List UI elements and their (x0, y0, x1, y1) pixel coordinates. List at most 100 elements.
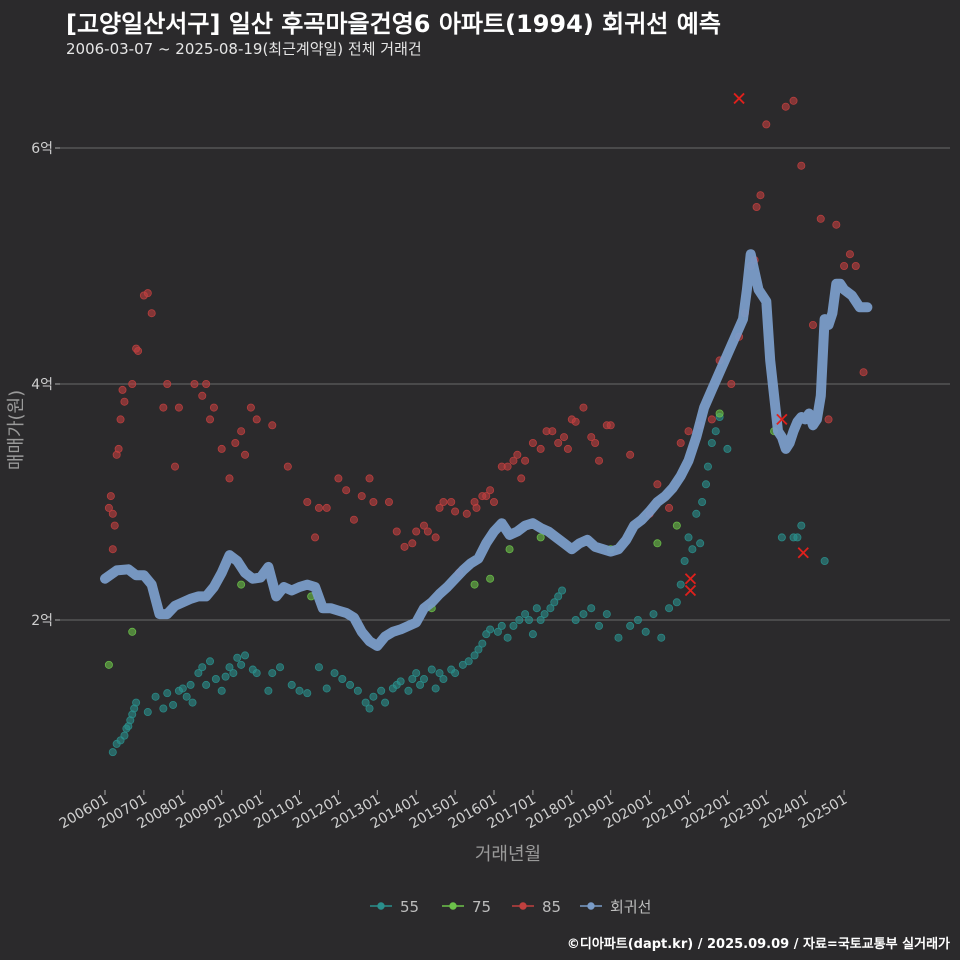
point-85 (334, 474, 343, 483)
legend-item-75: 75 (442, 898, 491, 916)
point-85 (202, 379, 211, 388)
point-85 (322, 503, 331, 512)
point-55 (532, 604, 541, 613)
point-85 (554, 438, 563, 447)
point-55 (451, 669, 460, 678)
point-85 (521, 456, 530, 465)
point-55 (554, 592, 563, 601)
point-85 (128, 379, 137, 388)
point-55 (314, 663, 323, 672)
point-85 (528, 438, 537, 447)
point-85 (423, 527, 432, 536)
point-55 (303, 689, 312, 698)
point-85 (241, 450, 250, 459)
point-55 (478, 639, 487, 648)
point-85 (314, 503, 323, 512)
legend-label: 55 (400, 898, 419, 916)
point-85 (462, 509, 471, 518)
point-55 (416, 680, 425, 689)
point-55 (381, 698, 390, 707)
point-85 (400, 542, 409, 551)
point-85 (824, 415, 833, 424)
chart: 2억4억6억2006012007012008012009012010012011… (6, 92, 950, 916)
regression-line (100, 249, 873, 651)
point-75 (715, 409, 724, 418)
point-55 (276, 663, 285, 672)
points-layer (104, 96, 868, 757)
point-85 (369, 497, 378, 506)
point-85 (653, 480, 662, 489)
point-55 (427, 665, 436, 674)
point-55 (703, 462, 712, 471)
point-55 (525, 616, 534, 625)
point-85 (206, 415, 215, 424)
point-55 (404, 686, 413, 695)
point-85 (560, 433, 569, 442)
point-85 (752, 202, 761, 211)
point-55 (206, 657, 215, 666)
point-55 (688, 545, 697, 554)
point-85 (357, 492, 366, 501)
point-85 (517, 474, 526, 483)
point-55 (698, 497, 707, 506)
point-85 (408, 539, 417, 548)
point-55 (252, 669, 261, 678)
point-55 (188, 698, 197, 707)
point-55 (493, 627, 502, 636)
point-55 (649, 610, 658, 619)
legend-label: 회귀선 (610, 898, 651, 916)
point-55 (820, 557, 829, 566)
point-55 (497, 621, 506, 630)
point-85 (118, 385, 127, 394)
point-85 (268, 421, 277, 430)
legend-dot (587, 902, 595, 910)
point-55 (346, 680, 355, 689)
point-55 (233, 653, 242, 662)
point-55 (419, 675, 428, 684)
point-55 (241, 651, 250, 660)
point-85 (676, 438, 685, 447)
cancel-stroke (684, 573, 697, 585)
point-55 (182, 692, 191, 701)
legend-item-55: 55 (370, 898, 419, 916)
point-85 (190, 379, 199, 388)
point-85 (209, 403, 218, 412)
point-55 (322, 684, 331, 693)
point-85 (106, 492, 115, 501)
point-55 (692, 509, 701, 518)
point-55 (696, 539, 705, 548)
point-85 (762, 120, 771, 129)
y-tick-label: 2억 (31, 613, 53, 629)
point-55 (202, 680, 211, 689)
point-55 (396, 677, 405, 686)
legend-dot (519, 902, 527, 910)
point-85 (143, 289, 152, 298)
point-85 (252, 415, 261, 424)
point-55 (797, 521, 806, 530)
point-55 (169, 700, 178, 709)
point-55 (464, 657, 473, 666)
trend-layer (100, 249, 873, 651)
point-85 (108, 509, 117, 518)
point-55 (217, 686, 226, 695)
point-55 (120, 731, 129, 740)
point-55 (330, 669, 339, 678)
point-55 (540, 610, 549, 619)
point-85 (472, 503, 481, 512)
point-55 (614, 633, 623, 642)
point-55 (558, 586, 567, 595)
point-85 (303, 497, 312, 506)
legend-item-85: 85 (512, 898, 561, 916)
point-85 (231, 438, 240, 447)
point-85 (840, 261, 849, 270)
point-85 (756, 191, 765, 200)
point-85 (104, 503, 113, 512)
point-55 (665, 604, 674, 613)
point-85 (595, 456, 604, 465)
axis-layer: 2억4억6억2006012007012008012009012010012011… (6, 141, 850, 865)
credit-text: ©디아파트(dapt.kr) / 2025.09.09 / 자료=국토교통부 실… (566, 937, 950, 952)
cancel-stroke (684, 584, 697, 597)
point-75 (505, 545, 514, 554)
chart-subtitle: 2006-03-07 ~ 2025-08-19(최근계약일) 전체 거래건 (66, 40, 422, 58)
point-85 (342, 486, 351, 495)
